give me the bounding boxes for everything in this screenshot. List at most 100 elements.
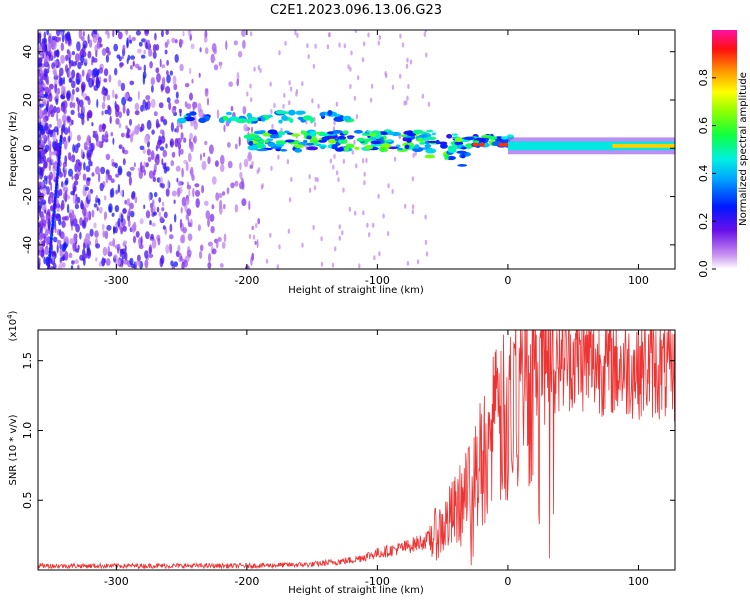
heatmap-cell (267, 129, 278, 134)
heatmap-cell (456, 150, 467, 154)
heatmap-cell (76, 41, 81, 52)
heatmap-cell (66, 31, 71, 41)
heatmap-cell (113, 43, 119, 52)
heatmap-cell (71, 51, 75, 56)
heatmap-cell (220, 154, 225, 165)
heatmap-cell (93, 203, 98, 208)
heatmap-cell (414, 144, 420, 149)
heatmap-cell (288, 109, 296, 116)
heatmap-cell (132, 221, 137, 232)
heatmap-cell (373, 255, 376, 261)
heatmap-cell (200, 153, 202, 161)
heatmap-cell (40, 233, 44, 240)
heatmap-cell (70, 265, 74, 269)
snr-y-ticks: 0.5 1.0 1.5 (21, 352, 675, 509)
heatmap-cell (77, 112, 81, 118)
heatmap-cell (55, 98, 59, 105)
heatmap-cell (612, 143, 675, 148)
heatmap-cell (158, 211, 161, 217)
heatmap-cell (425, 52, 428, 58)
heatmap-cell (162, 225, 166, 230)
heatmap-cell (74, 259, 79, 265)
heatmap-cell (248, 140, 254, 146)
heatmap-cell (64, 167, 67, 176)
heatmap-cell (104, 230, 109, 240)
heatmap-cell (166, 59, 170, 66)
heatmap-cell (124, 92, 129, 101)
heatmap-cell (39, 66, 43, 75)
heatmap-cell (175, 91, 179, 99)
heatmap-cell (247, 151, 252, 160)
heatmap-cell (170, 160, 175, 167)
heatmap-cell (76, 142, 81, 148)
heatmap-cell (248, 234, 252, 239)
heatmap-cell (152, 176, 156, 183)
heatmap-cell (59, 77, 64, 86)
heatmap-cell (101, 110, 104, 116)
snr-y-scale-label: (x104) (6, 310, 19, 341)
heatmap-cell (108, 74, 112, 83)
heatmap-cell (74, 180, 79, 186)
spectrogram-heatmap (38, 30, 675, 269)
heatmap-cell (301, 81, 304, 87)
heatmap-cell (68, 168, 73, 177)
heatmap-cell (38, 181, 42, 187)
heatmap-cell (76, 78, 81, 86)
heatmap-cell (51, 251, 56, 257)
heatmap-cell (241, 30, 246, 37)
heatmap-cell (159, 58, 162, 68)
heatmap-cell (86, 152, 92, 161)
heatmap-cell (91, 122, 94, 127)
heatmap-cell (38, 44, 42, 53)
heatmap-cell (94, 230, 99, 238)
spectrogram-y-axis-label: Frequency (Hz) (8, 111, 19, 187)
heatmap-cell (45, 228, 49, 237)
heatmap-cell (380, 143, 392, 149)
heatmap-cell (52, 131, 57, 142)
heatmap-cell (70, 190, 75, 196)
x-tick-label: -100 (365, 274, 390, 287)
heatmap-cell (223, 233, 227, 243)
heatmap-cell (306, 43, 309, 49)
heatmap-cell (64, 180, 69, 186)
heatmap-cell (187, 30, 192, 37)
heatmap-cell (201, 185, 205, 194)
heatmap-cell (217, 237, 222, 242)
heatmap-cell (115, 108, 120, 118)
heatmap-cell (61, 220, 66, 228)
heatmap-cell (180, 235, 185, 244)
heatmap-cell (74, 53, 80, 63)
heatmap-cell (75, 87, 80, 93)
heatmap-cell (64, 215, 69, 221)
x-tick-label: 0 (504, 274, 511, 287)
heatmap-cell (95, 243, 101, 249)
heatmap-cell (61, 124, 65, 132)
heatmap-cell (145, 231, 150, 240)
heatmap-cell (350, 50, 353, 56)
snr-panel: -300 -200 -100 0 100 0.5 1.0 1.5 Height of str… (6, 310, 676, 596)
heatmap-cell (179, 63, 184, 72)
heatmap-cell (189, 92, 193, 101)
heatmap-cell (382, 213, 385, 219)
heatmap-cell (70, 109, 75, 115)
heatmap-cell (177, 142, 182, 150)
heatmap-cell (313, 185, 317, 191)
heatmap-cell (41, 109, 47, 115)
heatmap-cell (137, 254, 141, 262)
heatmap-cell (98, 67, 104, 74)
heatmap-cell (122, 104, 126, 114)
heatmap-cell (349, 66, 352, 72)
heatmap-cell (366, 130, 372, 133)
heatmap-cell (84, 186, 89, 191)
heatmap-cell (57, 264, 63, 269)
heatmap-cell (221, 241, 226, 249)
heatmap-cell (227, 160, 233, 169)
heatmap-cell (140, 104, 144, 112)
heatmap-cell (118, 144, 123, 150)
heatmap-cell (75, 223, 80, 233)
heatmap-cell (288, 197, 292, 203)
heatmap-cell (249, 83, 252, 89)
heatmap-cell (166, 70, 169, 76)
heatmap-cell (460, 146, 467, 150)
heatmap-cell (246, 91, 249, 97)
